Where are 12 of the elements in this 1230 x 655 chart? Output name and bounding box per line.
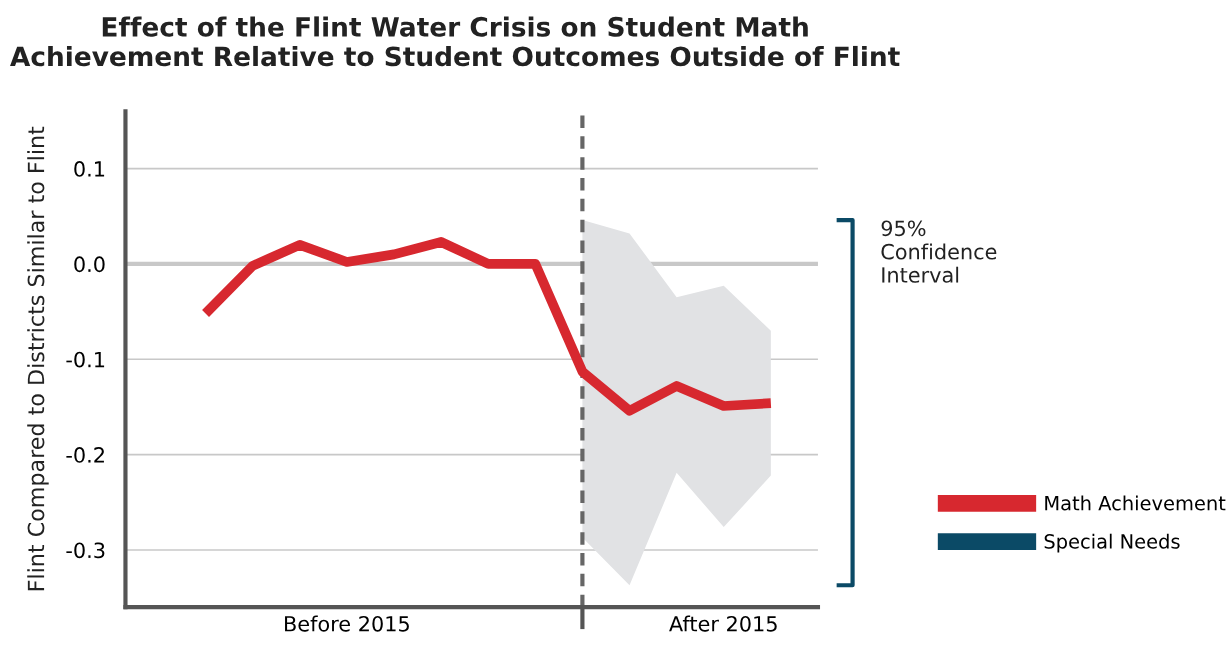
chart-title: Effect of the Flint Water Crisis on Student Math Achievement Relative to Student Outcomes Outside of Flint: [10, 16, 900, 67]
y-tick-label: 0.0: [74, 256, 105, 273]
x-tick-label: After 2015: [669, 615, 777, 632]
y-tick-label: 0.1: [74, 161, 105, 177]
y-axis-title: Flint Compared to Districts Similar to Flint: [27, 126, 49, 591]
text: 95% Confidence Interval: [881, 220, 997, 283]
y-tick-label: -0.1: [66, 351, 105, 368]
x-tick-label: Before 2015: [285, 615, 409, 632]
legend-label: Special Needs: [1044, 533, 1180, 553]
legend-label: Math Achievement: [1045, 495, 1226, 511]
y-tick-label: -0.2: [66, 447, 104, 463]
y-tick-label: -0.3: [66, 542, 105, 559]
